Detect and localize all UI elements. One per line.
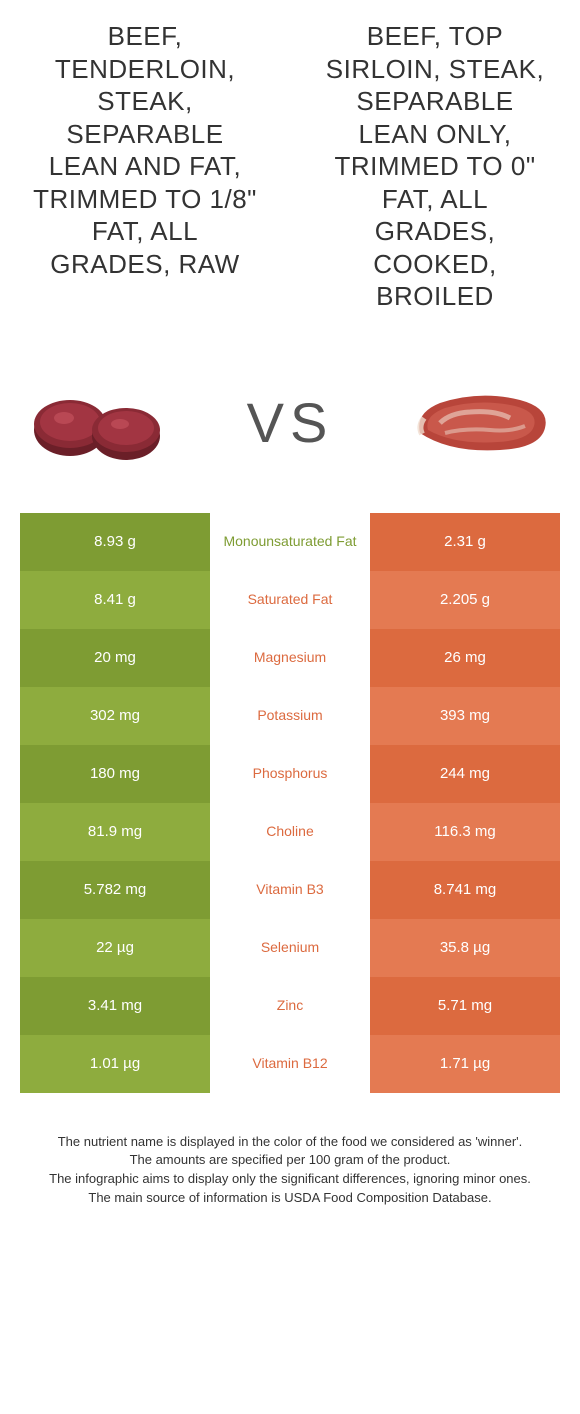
- value-left: 22 µg: [20, 919, 210, 977]
- value-right: 2.31 g: [370, 513, 560, 571]
- nutrient-name: Choline: [210, 803, 370, 861]
- value-right: 26 mg: [370, 629, 560, 687]
- value-right: 2.205 g: [370, 571, 560, 629]
- nutrient-name: Potassium: [210, 687, 370, 745]
- nutrient-row: 180 mgPhosphorus244 mg: [20, 745, 560, 803]
- nutrient-row: 22 µgSelenium35.8 µg: [20, 919, 560, 977]
- value-right: 116.3 mg: [370, 803, 560, 861]
- nutrient-name: Vitamin B12: [210, 1035, 370, 1093]
- value-right: 35.8 µg: [370, 919, 560, 977]
- nutrient-row: 20 mgMagnesium26 mg: [20, 629, 560, 687]
- title-left: BEEF, TENDERLOIN, STEAK, SEPARABLE LEAN …: [30, 20, 260, 313]
- value-right: 1.71 µg: [370, 1035, 560, 1093]
- value-left: 81.9 mg: [20, 803, 210, 861]
- footer-notes: The nutrient name is displayed in the co…: [0, 1093, 580, 1208]
- value-right: 5.71 mg: [370, 977, 560, 1035]
- nutrient-row: 81.9 mgCholine116.3 mg: [20, 803, 560, 861]
- nutrient-name: Zinc: [210, 977, 370, 1035]
- footer-line: The amounts are specified per 100 gram o…: [14, 1151, 566, 1170]
- nutrient-name: Monounsaturated Fat: [210, 513, 370, 571]
- value-left: 3.41 mg: [20, 977, 210, 1035]
- nutrient-row: 5.782 mgVitamin B38.741 mg: [20, 861, 560, 919]
- footer-line: The main source of information is USDA F…: [14, 1189, 566, 1208]
- nutrient-row: 3.41 mgZinc5.71 mg: [20, 977, 560, 1035]
- value-left: 8.93 g: [20, 513, 210, 571]
- nutrient-name: Selenium: [210, 919, 370, 977]
- value-right: 393 mg: [370, 687, 560, 745]
- value-right: 244 mg: [370, 745, 560, 803]
- vs-section: VS: [0, 333, 580, 513]
- footer-line: The nutrient name is displayed in the co…: [14, 1133, 566, 1152]
- nutrient-name: Saturated Fat: [210, 571, 370, 629]
- value-left: 20 mg: [20, 629, 210, 687]
- value-left: 5.782 mg: [20, 861, 210, 919]
- value-left: 8.41 g: [20, 571, 210, 629]
- nutrient-name: Vitamin B3: [210, 861, 370, 919]
- vs-label: VS: [247, 390, 334, 455]
- value-left: 180 mg: [20, 745, 210, 803]
- nutrient-row: 1.01 µgVitamin B121.71 µg: [20, 1035, 560, 1093]
- nutrient-name: Magnesium: [210, 629, 370, 687]
- nutrient-row: 302 mgPotassium393 mg: [20, 687, 560, 745]
- value-right: 8.741 mg: [370, 861, 560, 919]
- nutrient-table: 8.93 gMonounsaturated Fat2.31 g8.41 gSat…: [20, 513, 560, 1093]
- nutrient-row: 8.93 gMonounsaturated Fat2.31 g: [20, 513, 560, 571]
- food-image-left: [20, 373, 180, 473]
- titles-row: BEEF, TENDERLOIN, STEAK, SEPARABLE LEAN …: [0, 0, 580, 313]
- footer-line: The infographic aims to display only the…: [14, 1170, 566, 1189]
- value-left: 302 mg: [20, 687, 210, 745]
- nutrient-name: Phosphorus: [210, 745, 370, 803]
- nutrient-row: 8.41 gSaturated Fat2.205 g: [20, 571, 560, 629]
- value-left: 1.01 µg: [20, 1035, 210, 1093]
- title-right: BEEF, TOP SIRLOIN, STEAK, SEPARABLE LEAN…: [320, 20, 550, 313]
- food-image-right: [400, 373, 560, 473]
